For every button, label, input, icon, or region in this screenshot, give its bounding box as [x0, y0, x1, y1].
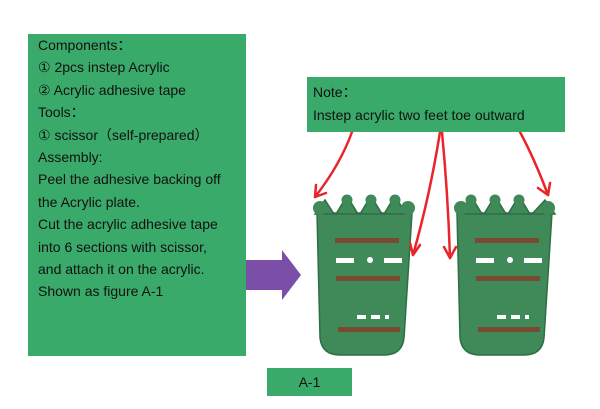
slot-hole [371, 315, 380, 319]
arrow-to-right-outer-toe [518, 130, 550, 197]
assembly-heading: Assembly: [38, 149, 103, 166]
tool-item-1: ① scissor（self-prepared） [38, 126, 209, 143]
note-box: Note： Instep acrylic two feet toe outwar… [307, 77, 565, 132]
arrow-to-left-inner-toe [411, 130, 442, 257]
adhesive-tape-strip [336, 276, 400, 281]
slot-hole [385, 315, 389, 319]
slot-hole [357, 315, 366, 319]
slot-hole [476, 258, 494, 263]
adhesive-tape-strip [478, 327, 540, 332]
adhesive-tape-strip [335, 238, 399, 243]
annotation-arrows [313, 130, 552, 260]
figure-reference: Shown as figure A-1 [38, 283, 164, 300]
assembly-step-line: Peel the adhesive backing off [38, 171, 221, 188]
component-item-2: ② Acrylic adhesive tape [38, 81, 186, 98]
arrow-to-left-outer-toe [313, 130, 354, 199]
figure-label: A-1 [267, 368, 352, 396]
instructions-panel: Components： ① 2pcs instep Acrylic ② Acry… [28, 34, 246, 356]
slot-hole [524, 258, 542, 263]
slot-hole [336, 258, 354, 263]
components-heading: Components： [38, 37, 132, 53]
acrylic-plate-left [313, 194, 415, 356]
slot-hole [384, 258, 402, 263]
slot-hole [497, 315, 506, 319]
acrylic-plate-right [454, 194, 557, 356]
adhesive-tape-strip [338, 327, 400, 332]
component-item-1: ① 2pcs instep Acrylic [38, 59, 170, 76]
pin-hole [367, 257, 373, 263]
assembly-step-line: the Acrylic plate. [38, 193, 140, 210]
assembly-step-line: and attach it on the acrylic. [38, 261, 205, 278]
adhesive-tape-strip [475, 238, 539, 243]
note-text: Instep acrylic two feet toe outward [313, 107, 525, 123]
slot-hole [525, 315, 529, 319]
note-title: Note： [313, 84, 357, 100]
tools-heading: Tools： [38, 104, 85, 121]
pin-hole [507, 257, 513, 263]
slot-hole [511, 315, 520, 319]
assembly-step-line: into 6 sections with scissor, [38, 238, 207, 255]
arrow-to-right-inner-toe [440, 130, 452, 260]
adhesive-tape-strip [476, 276, 540, 281]
pointer-arrow-icon [246, 250, 301, 300]
assembly-step-line: Cut the acrylic adhesive tape [38, 216, 218, 233]
